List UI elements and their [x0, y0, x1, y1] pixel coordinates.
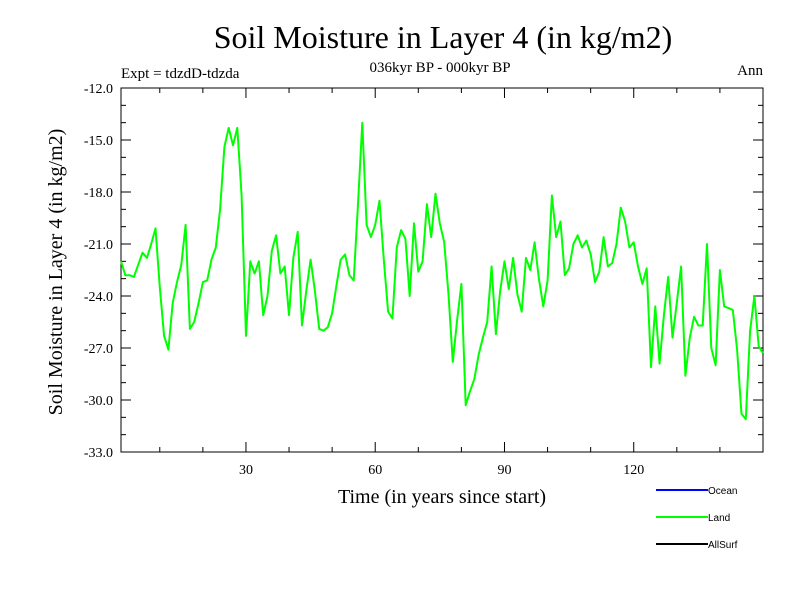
season-label: Ann: [737, 63, 763, 79]
legend-label-ocean: Ocean: [708, 486, 737, 497]
x-tick-label: 30: [239, 463, 253, 478]
y-tick-label: -15.0: [84, 134, 113, 149]
legend-label-land: Land: [708, 513, 730, 524]
plot-frame: [120, 87, 764, 453]
x-axis-label: Time (in years since start): [338, 486, 546, 508]
x-tick-label: 60: [368, 463, 382, 478]
axis-ticks: [121, 87, 763, 453]
experiment-label: Expt = tdzdD-tdzda: [121, 66, 240, 82]
x-tick-labels: 30 60 90 120: [239, 463, 644, 478]
chart-subtitle: 036kyr BP - 000kyr BP: [369, 60, 510, 76]
y-tick-label: -24.0: [84, 290, 113, 305]
series-layer: [120, 121, 764, 421]
y-axis-label: Soil Moisture in Layer 4 (in kg/m2): [45, 129, 67, 416]
series-line-land: [120, 121, 764, 421]
legend: Ocean Land AllSurf: [656, 486, 738, 551]
x-tick-label: 90: [497, 463, 511, 478]
y-tick-label: -12.0: [84, 82, 113, 97]
y-tick-label: -21.0: [84, 238, 113, 253]
y-tick-label: -18.0: [84, 186, 113, 201]
legend-label-allsurf: AllSurf: [708, 540, 738, 551]
x-tick-label: 120: [623, 463, 644, 478]
y-tick-labels: -33.0 -30.0 -27.0 -24.0 -21.0 -18.0 -15.0 -12.0: [84, 82, 113, 461]
plot-area: [120, 87, 764, 453]
y-tick-label: -33.0: [84, 446, 113, 461]
y-tick-label: -30.0: [84, 394, 113, 409]
chart-title: Soil Moisture in Layer 4 (in kg/m2): [214, 19, 673, 55]
y-tick-label: -27.0: [84, 342, 113, 357]
